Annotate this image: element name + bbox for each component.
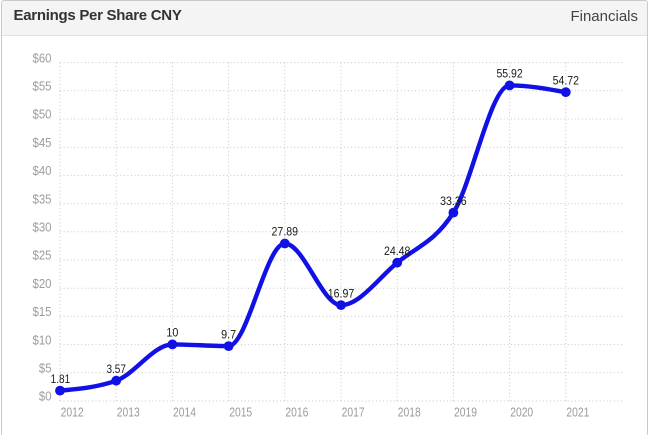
svg-text:2018: 2018 xyxy=(398,406,421,420)
svg-text:1.81: 1.81 xyxy=(51,372,71,386)
svg-text:$5: $5 xyxy=(39,362,52,376)
svg-text:2016: 2016 xyxy=(285,406,308,420)
svg-text:$15: $15 xyxy=(33,305,52,319)
svg-text:55.92: 55.92 xyxy=(496,67,523,81)
svg-text:$20: $20 xyxy=(33,277,52,291)
svg-text:2013: 2013 xyxy=(117,406,140,420)
svg-text:2012: 2012 xyxy=(61,406,84,420)
svg-text:27.89: 27.89 xyxy=(272,225,299,239)
svg-text:$40: $40 xyxy=(33,164,52,178)
svg-text:2019: 2019 xyxy=(454,406,477,420)
svg-text:2017: 2017 xyxy=(342,406,365,420)
svg-text:$55: $55 xyxy=(33,80,52,94)
svg-text:$45: $45 xyxy=(33,136,52,150)
svg-text:54.72: 54.72 xyxy=(553,73,580,87)
svg-text:33.36: 33.36 xyxy=(440,194,467,208)
svg-text:3.57: 3.57 xyxy=(106,362,126,376)
svg-text:$50: $50 xyxy=(33,108,52,122)
svg-text:$10: $10 xyxy=(33,333,52,347)
svg-text:$60: $60 xyxy=(33,51,52,65)
svg-text:2021: 2021 xyxy=(566,406,589,420)
svg-text:$25: $25 xyxy=(33,249,52,263)
svg-text:2020: 2020 xyxy=(510,406,533,420)
svg-text:$35: $35 xyxy=(33,192,52,206)
svg-text:9.7: 9.7 xyxy=(221,327,236,341)
svg-text:$30: $30 xyxy=(33,221,52,235)
svg-text:16.97: 16.97 xyxy=(328,286,355,300)
svg-text:24.48: 24.48 xyxy=(384,244,411,258)
svg-text:$0: $0 xyxy=(39,390,52,404)
svg-text:2014: 2014 xyxy=(173,406,196,420)
svg-text:10: 10 xyxy=(166,326,178,340)
svg-text:2015: 2015 xyxy=(229,406,252,420)
